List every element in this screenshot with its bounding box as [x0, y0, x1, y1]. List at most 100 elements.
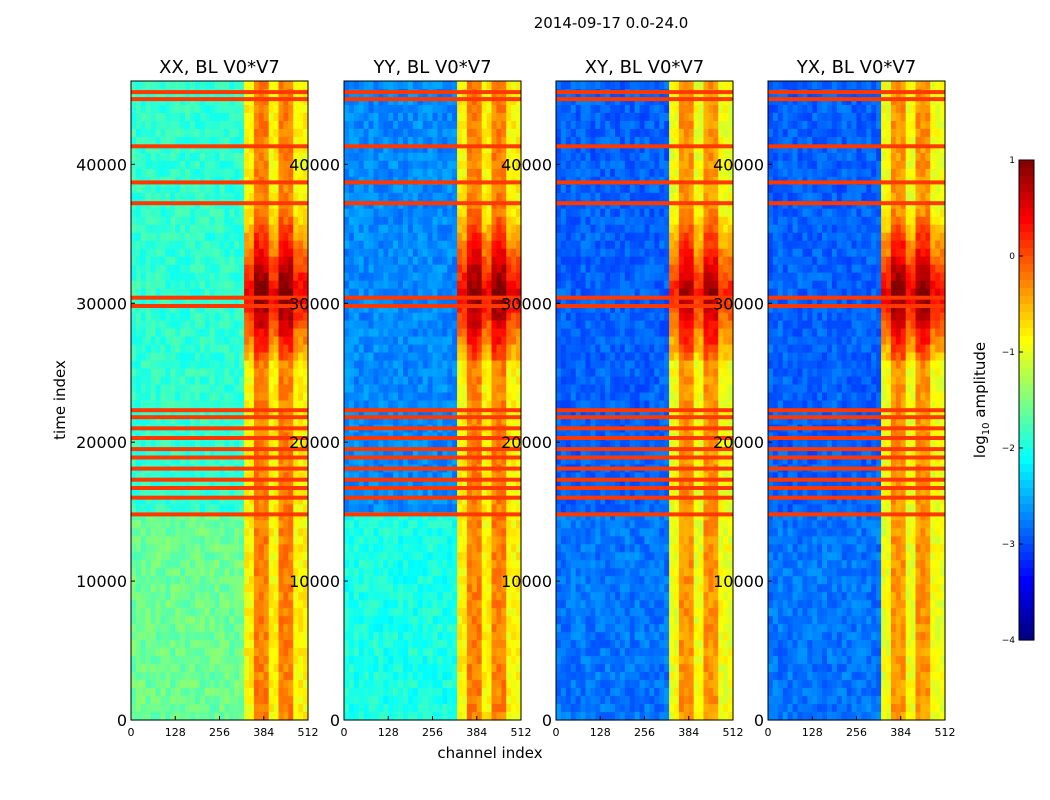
heatmap-cell — [180, 512, 186, 521]
heatmap-cell — [407, 248, 414, 258]
heatmap-cell — [403, 224, 409, 234]
heatmap-cell — [140, 81, 147, 90]
heatmap-cell — [253, 232, 260, 242]
heatmap-cell — [263, 224, 270, 234]
heatmap-cell — [244, 456, 250, 465]
heatmap-cell — [180, 696, 186, 705]
heatmap-cell — [496, 384, 502, 394]
heatmap-cell — [194, 128, 201, 138]
heatmap-cell — [190, 480, 196, 489]
heatmap-cell — [170, 480, 176, 489]
heatmap-cell — [466, 440, 473, 450]
heatmap-cell — [219, 504, 226, 513]
heatmap-cell — [185, 512, 191, 521]
heatmap-cell — [214, 520, 221, 529]
heatmap-cell — [224, 600, 230, 609]
heatmap-cell — [249, 320, 255, 330]
heatmap-cell — [358, 408, 365, 418]
heatmap-cell — [383, 120, 389, 130]
heatmap-cell — [150, 208, 157, 218]
heatmap-cell — [452, 96, 458, 106]
heatmap-cell — [447, 384, 453, 394]
heatmap-cell — [303, 336, 309, 346]
heatmap-cell — [462, 408, 468, 418]
heatmap-cell — [403, 368, 409, 378]
heatmap-cell — [165, 360, 171, 370]
heatmap-cell — [283, 96, 289, 106]
heatmap-cell — [348, 280, 355, 290]
heatmap-cell — [170, 224, 176, 234]
heatmap-cell — [452, 320, 458, 330]
heatmap-cell — [253, 712, 260, 721]
heatmap-cell — [190, 296, 196, 306]
heatmap-cell — [234, 632, 240, 641]
heatmap-cell — [249, 344, 255, 354]
heatmap-cell — [204, 584, 211, 593]
heatmap-cell — [407, 288, 414, 298]
heatmap-cell — [165, 168, 171, 178]
heatmap-cell — [481, 520, 488, 529]
heatmap-cell — [229, 240, 235, 250]
heatmap-cell — [481, 352, 488, 362]
heatmap-cell — [160, 208, 167, 218]
heatmap-cell — [145, 688, 152, 697]
heatmap-cell — [199, 328, 206, 338]
heatmap-cell — [234, 680, 240, 689]
heatmap-cell — [258, 704, 265, 713]
heatmap-cell — [353, 144, 360, 154]
heatmap-cell — [204, 392, 211, 402]
heatmap-cell — [165, 696, 171, 705]
heatmap-cell — [407, 504, 414, 513]
heatmap-cell — [268, 640, 275, 649]
heatmap-cell — [170, 416, 176, 426]
heatmap-cell — [170, 528, 176, 537]
heatmap-cell — [209, 488, 216, 497]
heatmap-cell — [224, 712, 230, 721]
heatmap-cell — [506, 400, 512, 410]
heatmap-cell — [368, 344, 375, 354]
heatmap-cell — [185, 528, 191, 537]
heatmap-cell — [432, 264, 439, 274]
heatmap-cell — [135, 208, 142, 218]
heatmap-cell — [258, 288, 265, 298]
heatmap-cell — [283, 360, 289, 370]
heatmap-cell — [368, 392, 375, 402]
heatmap-cell — [194, 192, 201, 202]
heatmap-cell — [214, 168, 221, 178]
heatmap-cell — [234, 552, 240, 561]
heatmap-cell — [437, 376, 443, 386]
heatmap-cell — [432, 392, 439, 402]
heatmap-cell — [199, 352, 206, 362]
heatmap-cell — [155, 512, 162, 521]
heatmap-cell — [303, 632, 309, 641]
heatmap-cell — [398, 416, 404, 426]
heatmap-cell — [486, 184, 493, 194]
heatmap-cell — [293, 688, 299, 697]
heatmap-cell — [516, 208, 522, 218]
heatmap-cell — [437, 456, 443, 465]
heatmap-cell — [135, 232, 142, 242]
heatmap-cell — [344, 272, 350, 282]
heatmap-cell — [491, 240, 498, 250]
heatmap-cell — [298, 168, 304, 178]
heatmap-cell — [165, 376, 171, 386]
heatmap-cell — [398, 528, 404, 537]
heatmap-cell — [348, 352, 355, 362]
heatmap-cell — [303, 456, 309, 465]
heatmap-cell — [368, 232, 375, 242]
heatmap-cell — [253, 544, 260, 553]
heatmap-cell — [185, 568, 191, 577]
heatmap-cell — [462, 136, 468, 146]
heatmap-cell — [199, 584, 206, 593]
heatmap-cell — [496, 248, 502, 258]
heatmap-cell — [278, 160, 285, 170]
heatmap-cell — [427, 272, 434, 282]
heatmap-cell — [283, 112, 289, 122]
heatmap-cell — [348, 288, 355, 298]
heatmap-cell — [511, 232, 517, 242]
heatmap-cell — [145, 392, 152, 402]
heatmap-cell — [283, 608, 289, 617]
heatmap-cell — [278, 336, 285, 346]
heatmap-cell — [491, 496, 498, 505]
heatmap-cell — [278, 328, 285, 338]
